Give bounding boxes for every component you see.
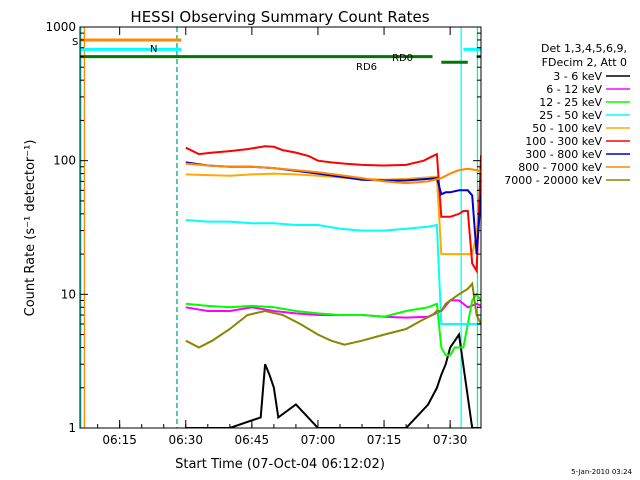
data-series — [185, 145, 481, 428]
x-tick-label-4: 07:15 — [367, 433, 402, 447]
plot-frame — [79, 26, 482, 429]
annotation-rd6: RD6 — [356, 62, 377, 73]
legend-label-2: 12 - 25 keV — [539, 96, 602, 109]
x-axis-label: Start Time (07-Oct-04 06:12:02) — [175, 457, 385, 472]
chart-title: HESSI Observing Summary Count Rates — [130, 8, 429, 26]
x-axis-ticks: 06:15 06:30 06:45 07:00 07:15 07:30 — [97, 27, 473, 447]
legend-label-6: 300 - 800 keV — [525, 148, 602, 161]
legend-label-3: 25 - 50 keV — [539, 109, 602, 122]
series-line-1 — [185, 299, 481, 319]
y-tick-label-3: 1000 — [45, 20, 76, 34]
legend-label-0: 3 - 6 keV — [553, 70, 602, 83]
series-line-8 — [185, 281, 481, 349]
series-line-5 — [185, 145, 481, 275]
series-line-7 — [185, 162, 481, 185]
y-tick-label-0: 1 — [68, 421, 76, 435]
x-tick-label-0: 06:15 — [102, 433, 137, 447]
legend-label-5: 100 - 300 keV — [525, 135, 602, 148]
flag-annotations: S N RD0 RD6 — [72, 37, 413, 73]
legend-header-line-1: Det 1,3,4,5,6,9, — [541, 42, 627, 55]
legend-label-1: 6 - 12 keV — [546, 83, 602, 96]
x-tick-label-5: 07:30 — [433, 433, 468, 447]
y-axis-ticks: 1 10 100 1000 — [45, 20, 481, 435]
x-tick-label-1: 06:30 — [168, 433, 203, 447]
y-tick-label-1: 10 — [61, 287, 76, 301]
legend-label-4: 50 - 100 keV — [532, 122, 602, 135]
y-axis-label: Count Rate (s⁻¹ detector⁻¹) — [23, 140, 38, 317]
series-line-4 — [185, 172, 481, 256]
legend-label-7: 800 - 7000 keV — [518, 161, 602, 174]
series-line-2 — [185, 292, 481, 357]
legend: Det 1,3,4,5,6,9, FDecim 2, Att 0 3 - 6 k… — [504, 42, 630, 187]
legend-label-8: 7000 - 20000 keV — [504, 174, 602, 187]
legend-header-line-2: FDecim 2, Att 0 — [542, 56, 627, 69]
series-line-0 — [185, 331, 481, 428]
annotation-n: N — [150, 44, 157, 55]
x-tick-label-2: 06:45 — [235, 433, 270, 447]
annotation-s: S — [72, 37, 78, 48]
flag-bars — [80, 38, 481, 64]
y-tick-label-2: 100 — [53, 154, 76, 168]
x-tick-label-3: 07:00 — [301, 433, 336, 447]
series-line-3 — [185, 219, 481, 325]
annotation-rd0: RD0 — [392, 53, 413, 64]
timestamp: 5-Jan-2010 03:24 — [571, 468, 632, 476]
